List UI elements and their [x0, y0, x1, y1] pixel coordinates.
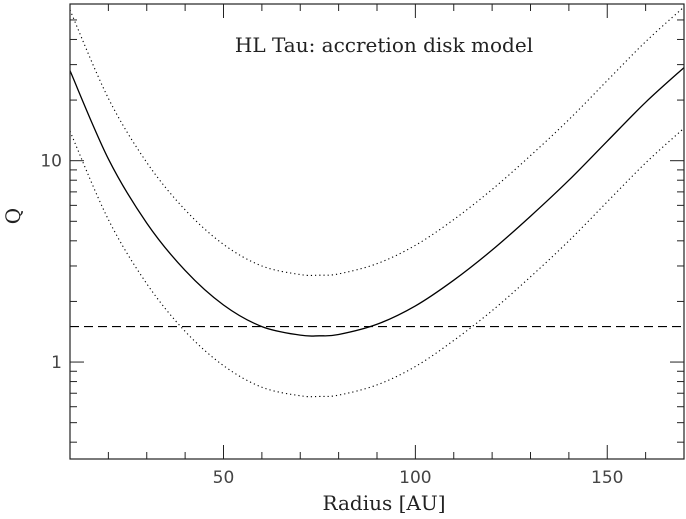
axis-ticks: 50 100 150 1 10: [40, 3, 685, 488]
x-tick-label: 50: [213, 468, 235, 488]
y-axis-label: Q: [1, 208, 25, 224]
plot-frame: [69, 3, 685, 460]
model-line: [70, 67, 684, 337]
x-tick-label: 100: [399, 468, 431, 488]
lower-bound-line: [70, 127, 684, 398]
y-tick-label: 1: [51, 353, 62, 373]
chart-title: HL Tau: accretion disk model: [235, 33, 533, 57]
x-axis-label: Radius [AU]: [322, 491, 445, 515]
upper-bound-line: [70, 6, 684, 277]
chart-marks: [70, 6, 684, 398]
y-tick-label: 10: [40, 152, 62, 172]
x-tick-label: 150: [591, 468, 623, 488]
